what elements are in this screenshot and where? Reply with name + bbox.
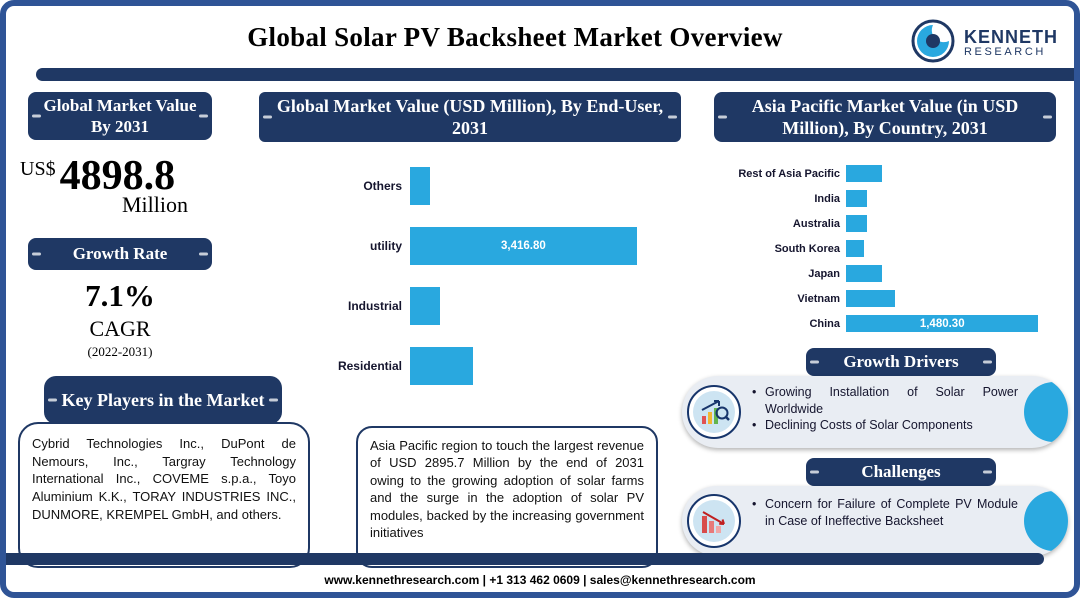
header-divider <box>36 68 1074 81</box>
enduser-bar-chart: Others utility 3,416.80 Industrial Residenti… <box>304 156 649 396</box>
bullet-item: Growing Installation of Solar Power Worl… <box>752 384 1018 417</box>
logo-text: KENNETH RESEARCH <box>964 28 1058 58</box>
bar-track <box>846 165 1054 182</box>
logo-subname: RESEARCH <box>963 46 1046 59</box>
bar <box>846 265 883 282</box>
bar-row: Rest of Asia Pacific <box>718 161 1054 186</box>
kenneth-research-logo: KENNETH RESEARCH <box>910 18 1058 69</box>
bar <box>846 190 868 207</box>
bar-track <box>846 215 1054 232</box>
enduser-chart-title-badge: Global Market Value (USD Million), By En… <box>259 92 681 142</box>
market-value-number: 4898.8 <box>59 153 176 199</box>
bar <box>846 290 895 307</box>
bar-category-label: Residential <box>337 359 402 373</box>
growth-rate-label: CAGR <box>89 316 151 341</box>
logo-globe-icon <box>910 18 956 69</box>
bar-row: India <box>718 186 1054 211</box>
bar-row: Industrial <box>304 276 649 336</box>
bar <box>846 165 883 182</box>
bar <box>410 287 440 325</box>
bar-row: Japan <box>718 261 1054 286</box>
bar-row: utility 3,416.80 <box>304 216 649 276</box>
growth-chart-icon <box>687 385 741 439</box>
bar-category-label: South Korea <box>774 242 840 255</box>
bar <box>846 215 867 232</box>
bar-row: Residential <box>304 336 649 396</box>
growth-drivers-list: Growing Installation of Solar Power Worl… <box>682 376 1068 442</box>
challenges-badge: Challenges <box>806 458 996 486</box>
growth-rate-figure: 7.1% CAGR (2022-2031) <box>28 278 212 360</box>
bar-row: China 1,480.30 <box>718 311 1054 336</box>
market-value-figure: US$4898.8 Million <box>20 152 260 218</box>
bar-track: 3,416.80 <box>410 227 649 265</box>
bar-category-label: utility <box>370 239 402 253</box>
footer-divider <box>6 553 1044 565</box>
bar-track <box>846 290 1054 307</box>
country-bar-chart: Rest of Asia Pacific India Australia South … <box>718 161 1054 336</box>
bar-row: Australia <box>718 211 1054 236</box>
bar <box>846 240 865 257</box>
bar-track <box>410 347 649 385</box>
bullet-item: Concern for Failure of Complete PV Modul… <box>752 496 1018 529</box>
challenges-list: Concern for Failure of Complete PV Modul… <box>682 486 1068 537</box>
growth-drivers-box: Growing Installation of Solar Power Worl… <box>682 376 1068 448</box>
bar <box>410 347 474 385</box>
bar <box>410 167 430 205</box>
market-value-unit: Million <box>122 192 189 217</box>
bar-category-label: India <box>814 192 840 205</box>
bar-category-label: Industrial <box>347 299 402 313</box>
blue-accent-circle <box>1024 382 1068 442</box>
bar-category-label: Japan <box>808 267 840 280</box>
bullet-item: Declining Costs of Solar Components <box>752 417 1018 434</box>
currency-label: US$ <box>20 158 56 180</box>
bar-track <box>846 240 1054 257</box>
country-chart-title-badge: Asia Pacific Market Value (in USD Millio… <box>714 92 1056 142</box>
bar-category-label: Australia <box>792 217 840 230</box>
bar-value-label: 1,480.30 <box>919 317 965 330</box>
bar-track <box>846 265 1054 282</box>
global-market-value-badge: Global Market Value By 2031 <box>28 92 212 140</box>
growth-rate-value: 7.1% <box>85 278 155 313</box>
logo-name: KENNETH <box>963 27 1058 48</box>
bar-row: Others <box>304 156 649 216</box>
bar-track: 1,480.30 <box>846 315 1054 332</box>
bar-row: South Korea <box>718 236 1054 261</box>
blue-accent-circle <box>1024 491 1068 551</box>
bar-category-label: China <box>809 317 840 330</box>
bar-category-label: Others <box>363 179 402 193</box>
bar-value-label: 3,416.80 <box>501 240 546 252</box>
key-players-badge: Key Players in the Market <box>44 376 282 424</box>
asia-pacific-annotation-box: Asia Pacific region to touch the largest… <box>356 426 658 568</box>
growth-drivers-badge: Growth Drivers <box>806 348 996 376</box>
growth-rate-period: (2022-2031) <box>87 344 153 359</box>
bar-category-label: Rest of Asia Pacific <box>738 167 840 180</box>
key-players-box: Cybrid Technologies Inc., DuPont de Nemo… <box>18 422 310 568</box>
challenges-box: Concern for Failure of Complete PV Modul… <box>682 486 1068 556</box>
bar-row: Vietnam <box>718 286 1054 311</box>
footer-contact-line: www.kennethresearch.com | +1 313 462 060… <box>324 573 756 587</box>
bar-track <box>410 167 649 205</box>
declining-chart-icon <box>687 494 741 548</box>
bar-track <box>410 287 649 325</box>
bar-category-label: Vietnam <box>797 292 840 305</box>
growth-rate-badge: Growth Rate <box>28 238 212 270</box>
page-title: Global Solar PV Backsheet Market Overvie… <box>247 22 783 52</box>
bar: 1,480.30 <box>846 315 1039 332</box>
bar: 3,416.80 <box>410 227 637 265</box>
bar-track <box>846 190 1054 207</box>
